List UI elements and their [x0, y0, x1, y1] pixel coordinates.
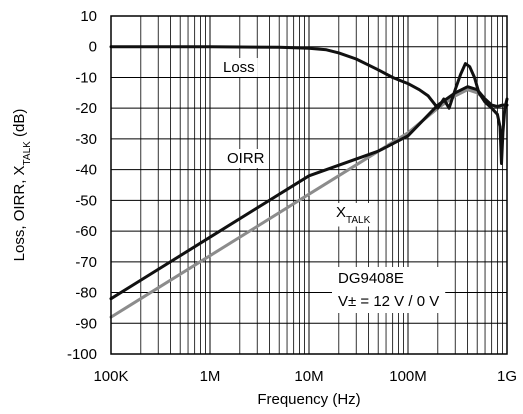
- loss-label-background: [220, 58, 258, 77]
- y-tick-label: 0: [89, 39, 97, 56]
- condition-annotation: DG9408E V± = 12 V / 0 V: [332, 267, 446, 313]
- y-tick-label: -40: [75, 162, 97, 179]
- x-axis-label: Frequency (Hz): [257, 391, 360, 408]
- x-tick-label: 1G: [497, 368, 517, 385]
- y-axis-label-unit: (dB): [11, 109, 28, 142]
- y-tick-label: -100: [67, 346, 97, 363]
- plot-frame: [110, 15, 508, 355]
- y-tick-label: -10: [75, 69, 97, 86]
- y-tick-label: -70: [75, 254, 97, 271]
- y-tick-label: -90: [75, 315, 97, 332]
- condition-annotation-background: [332, 267, 446, 313]
- y-tick-label: -80: [75, 285, 97, 302]
- plot-lines: [109, 45, 509, 319]
- oirr-label-background: [224, 149, 268, 168]
- x-tick-label: 10M: [294, 368, 323, 385]
- supply-voltage-label: V± = 12 V / 0 V: [338, 293, 439, 310]
- series-label-xtalk: XTALK: [336, 204, 371, 226]
- x-tick-label: 100K: [93, 368, 128, 385]
- xtalk-label-background: [333, 203, 374, 227]
- series-label-loss: Loss: [223, 59, 255, 76]
- part-number-label: DG9408E: [338, 270, 404, 287]
- series-label-oirr: OIRR: [227, 150, 265, 167]
- series-label-xtalk-subscript: TALK: [346, 215, 371, 226]
- tick-labels: 10 0 -10 -20 -30 -40 -50 -60 -70 -80 -90 -100 100K 1M…: [67, 8, 517, 385]
- y-tick-label: -20: [75, 100, 97, 117]
- y-tick-label: -60: [75, 223, 97, 240]
- y-axis-label-text: Loss, OIRR, X: [11, 165, 28, 261]
- y-tick-label: -30: [75, 131, 97, 148]
- series-label-xtalk-main: X: [336, 204, 346, 221]
- x-tick-label: 100M: [389, 368, 427, 385]
- y-axis-label-subscript: TALK: [22, 141, 33, 166]
- y-tick-label: 10: [80, 8, 97, 25]
- series-line-loss: [109, 45, 509, 165]
- y-axis-label: Loss, OIRR, XTALK (dB): [11, 109, 33, 262]
- x-tick-label: 1M: [200, 368, 221, 385]
- series-line-oirr: [109, 85, 509, 301]
- series-labels: Loss OIRR XTALK: [220, 58, 374, 227]
- y-tick-label: -50: [75, 192, 97, 209]
